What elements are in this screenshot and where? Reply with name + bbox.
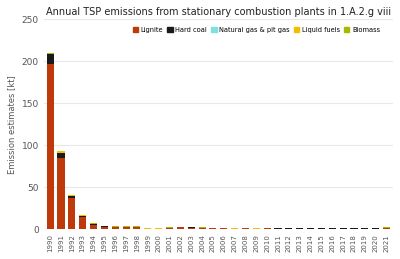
Bar <box>46 54 54 64</box>
Bar <box>122 227 130 229</box>
Title: Annual TSP emissions from stationary combustion plants in 1.A.2.g viii: Annual TSP emissions from stationary com… <box>46 7 391 17</box>
Bar <box>101 227 108 229</box>
Bar <box>274 228 282 229</box>
Bar <box>58 158 64 229</box>
Bar <box>383 228 390 229</box>
Bar <box>264 228 271 229</box>
Bar <box>68 195 75 196</box>
Bar <box>285 228 292 229</box>
Bar <box>220 228 227 229</box>
Bar <box>68 198 75 229</box>
Bar <box>242 228 249 229</box>
Bar <box>134 227 140 229</box>
Bar <box>112 227 119 229</box>
Bar <box>177 227 184 229</box>
Bar <box>90 224 97 225</box>
Bar <box>296 228 303 229</box>
Bar <box>307 228 314 229</box>
Bar <box>188 227 195 229</box>
Bar <box>329 228 336 229</box>
Bar <box>90 225 97 229</box>
Y-axis label: Emission estimates [kt]: Emission estimates [kt] <box>7 75 16 174</box>
Bar <box>46 64 54 229</box>
Legend: Lignite, Hard coal, Natural gas & pit gas, Liquid fuels, Biomass: Lignite, Hard coal, Natural gas & pit ga… <box>130 25 383 36</box>
Bar <box>79 217 86 229</box>
Bar <box>209 228 216 229</box>
Bar <box>79 216 86 217</box>
Bar <box>198 228 206 229</box>
Bar <box>68 196 75 198</box>
Bar <box>361 228 368 229</box>
Bar <box>372 228 379 229</box>
Bar <box>101 226 108 227</box>
Bar <box>58 153 64 158</box>
Bar <box>350 228 358 229</box>
Bar <box>166 228 173 229</box>
Bar <box>340 228 347 229</box>
Bar <box>318 228 325 229</box>
Bar <box>58 152 64 153</box>
